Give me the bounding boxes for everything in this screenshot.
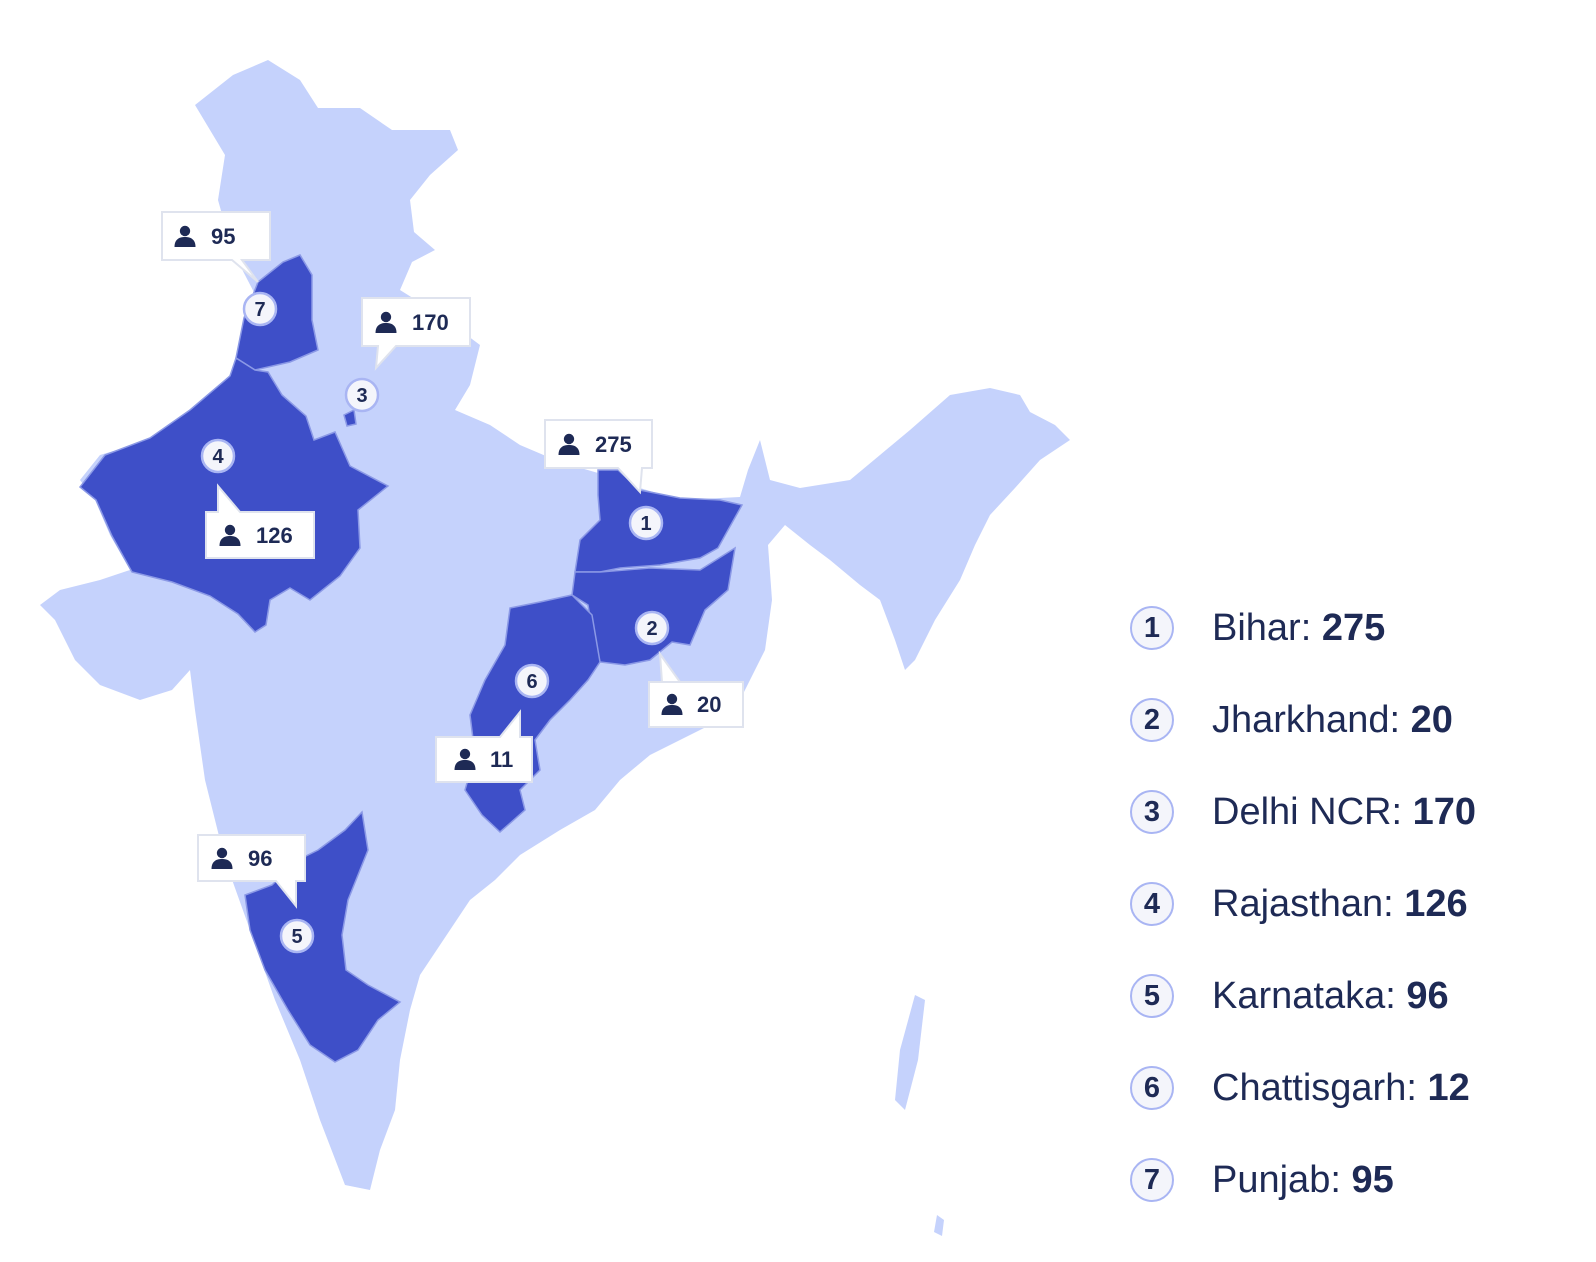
legend-value: 170 bbox=[1412, 790, 1477, 833]
legend-value: 20 bbox=[1410, 698, 1453, 741]
legend-label: Karnataka: 96 bbox=[1212, 974, 1449, 1017]
legend-label: Bihar: 275 bbox=[1212, 606, 1386, 649]
legend-number: 7 bbox=[1130, 1158, 1174, 1202]
legend-number: 3 bbox=[1130, 790, 1174, 834]
legend-number: 5 bbox=[1130, 974, 1174, 1018]
callout-count: 96 bbox=[248, 846, 272, 871]
callout-count: 275 bbox=[595, 432, 632, 457]
marker-number: 7 bbox=[254, 299, 265, 321]
legend-item-karnataka: 5 Karnataka: 96 bbox=[1130, 950, 1476, 1042]
marker-number: 4 bbox=[212, 446, 224, 468]
legend: 1 Bihar: 275 2 Jharkhand: 20 3 Delhi NCR… bbox=[1130, 582, 1476, 1226]
legend-value: 95 bbox=[1351, 1158, 1394, 1201]
callout-count: 11 bbox=[490, 747, 513, 772]
marker-4[interactable]: 4 bbox=[200, 438, 236, 474]
legend-label: Jharkhand: 20 bbox=[1212, 698, 1453, 741]
marker-number: 1 bbox=[640, 513, 651, 535]
legend-value: 126 bbox=[1404, 882, 1468, 925]
marker-number: 6 bbox=[526, 671, 537, 693]
callout-count: 20 bbox=[697, 692, 721, 717]
state-punjab[interactable] bbox=[235, 254, 319, 371]
callout-count: 170 bbox=[412, 310, 449, 335]
legend-item-bihar: 1 Bihar: 275 bbox=[1130, 582, 1476, 674]
legend-number: 6 bbox=[1130, 1066, 1174, 1110]
marker-2[interactable]: 2 bbox=[634, 610, 670, 646]
legend-label: Rajasthan: 126 bbox=[1212, 882, 1468, 925]
marker-6[interactable]: 6 bbox=[514, 663, 550, 699]
callouts: 95 170 275 126 20 11 bbox=[161, 211, 744, 909]
legend-value: 96 bbox=[1406, 974, 1449, 1017]
marker-7[interactable]: 7 bbox=[242, 291, 278, 327]
marker-number: 3 bbox=[356, 385, 367, 407]
callout-karnataka: 96 bbox=[197, 834, 306, 909]
legend-value: 275 bbox=[1321, 606, 1386, 649]
callout-rajasthan: 126 bbox=[205, 483, 315, 559]
marker-number: 2 bbox=[646, 618, 657, 640]
legend-value: 12 bbox=[1427, 1066, 1470, 1109]
callout-delhi: 170 bbox=[361, 297, 471, 371]
legend-label: Punjab: 95 bbox=[1212, 1158, 1394, 1201]
marker-3[interactable]: 3 bbox=[344, 377, 380, 413]
state-delhi-ncr[interactable] bbox=[343, 408, 357, 427]
legend-label: Chattisgarh: 12 bbox=[1212, 1066, 1470, 1109]
marker-1[interactable]: 1 bbox=[628, 505, 664, 541]
callout-chattisgarh: 11 bbox=[435, 709, 533, 783]
legend-item-delhi-ncr: 3 Delhi NCR: 170 bbox=[1130, 766, 1476, 858]
marker-number: 5 bbox=[291, 926, 302, 948]
marker-5[interactable]: 5 bbox=[279, 918, 315, 954]
map-markers: 1 2 3 4 5 6 7 bbox=[200, 291, 670, 954]
legend-number: 4 bbox=[1130, 882, 1174, 926]
legend-label: Delhi NCR: 170 bbox=[1212, 790, 1477, 833]
state-rajasthan[interactable] bbox=[78, 356, 390, 633]
callout-jharkhand: 20 bbox=[648, 650, 744, 728]
callout-count: 126 bbox=[256, 523, 293, 548]
legend-item-punjab: 7 Punjab: 95 bbox=[1130, 1134, 1476, 1226]
callout-bihar: 275 bbox=[544, 419, 653, 495]
legend-item-rajasthan: 4 Rajasthan: 126 bbox=[1130, 858, 1476, 950]
legend-item-chattisgarh: 6 Chattisgarh: 12 bbox=[1130, 1042, 1476, 1134]
callout-punjab: 95 bbox=[161, 211, 271, 283]
legend-number: 2 bbox=[1130, 698, 1174, 742]
legend-item-jharkhand: 2 Jharkhand: 20 bbox=[1130, 674, 1476, 766]
callout-count: 95 bbox=[211, 224, 235, 249]
legend-number: 1 bbox=[1130, 606, 1174, 650]
